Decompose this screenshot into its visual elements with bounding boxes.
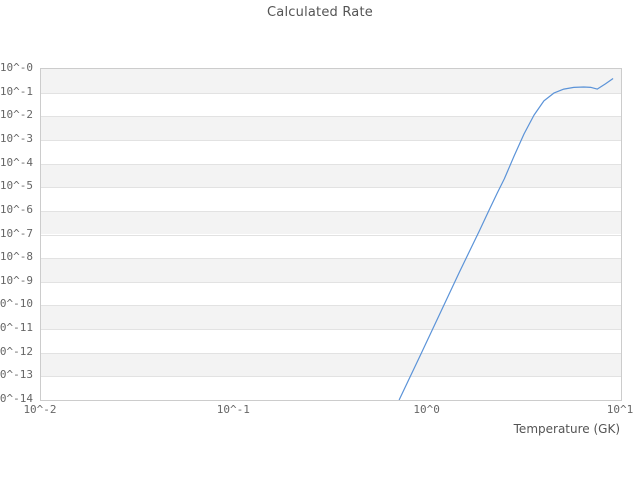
y-gridline bbox=[41, 187, 621, 189]
y-tick-label: 10^-14 bbox=[0, 392, 33, 405]
y-tick-label: 10^-2 bbox=[0, 108, 33, 122]
chart-title: Calculated Rate bbox=[267, 5, 373, 20]
decade-band bbox=[41, 116, 621, 140]
rate-curve-line bbox=[398, 78, 614, 400]
y-tick-label: 10^-4 bbox=[0, 155, 33, 169]
x-tick-label: 10^0 bbox=[413, 403, 440, 416]
x-tick-label: 10^1 bbox=[606, 403, 634, 416]
y-gridline bbox=[41, 376, 621, 378]
decade-band bbox=[41, 352, 621, 377]
plot-area bbox=[40, 68, 622, 401]
y-gridline bbox=[41, 352, 621, 354]
y-gridline bbox=[41, 139, 621, 141]
y-gridline bbox=[41, 116, 621, 118]
y-tick-label: 10^-9 bbox=[0, 273, 33, 287]
y-gridline bbox=[41, 329, 621, 331]
y-tick-label: 10^-1 bbox=[0, 84, 33, 98]
decade-band bbox=[41, 258, 621, 282]
y-gridline bbox=[41, 163, 621, 165]
x-axis-title: Temperature (GK) bbox=[513, 422, 620, 436]
x-tick-label: 10^-1 bbox=[216, 403, 250, 416]
y-gridline bbox=[41, 92, 621, 94]
y-tick-label: 10^-7 bbox=[0, 226, 33, 240]
decade-band bbox=[41, 210, 621, 235]
y-tick-label: 10^-3 bbox=[0, 131, 33, 145]
rate-curve bbox=[398, 78, 614, 400]
y-tick-label: 10^-5 bbox=[0, 179, 33, 193]
decade-band bbox=[41, 305, 621, 330]
y-gridline bbox=[41, 305, 621, 307]
y-tick-label: 10^-13 bbox=[0, 368, 33, 382]
y-tick-label: 10^-0 bbox=[0, 61, 33, 74]
y-gridline bbox=[41, 258, 621, 260]
y-gridline bbox=[41, 234, 621, 236]
y-gridline bbox=[41, 210, 621, 212]
y-tick-label: 10^-10 bbox=[0, 297, 33, 311]
y-tick-label: 10^-11 bbox=[0, 321, 33, 335]
decade-band bbox=[41, 69, 621, 93]
y-tick-label: 10^-12 bbox=[0, 344, 33, 358]
y-tick-label: 10^-6 bbox=[0, 202, 33, 216]
x-tick-label: 10^-2 bbox=[23, 403, 57, 416]
y-tick-label: 10^-8 bbox=[0, 250, 33, 264]
decade-band bbox=[41, 163, 621, 188]
y-gridline bbox=[41, 281, 621, 283]
